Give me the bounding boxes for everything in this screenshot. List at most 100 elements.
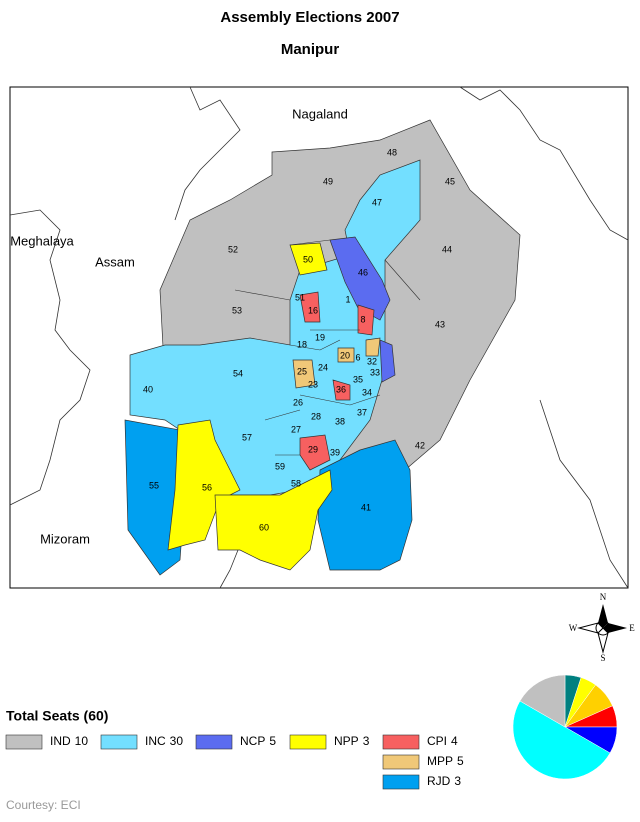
constituency-label: 36 (336, 384, 346, 394)
party-name: INC (145, 734, 166, 748)
npp-area (289, 242, 328, 276)
cpi-area (357, 304, 375, 336)
constituency-label: 54 (233, 368, 243, 378)
constituency-label: 34 (362, 387, 372, 397)
constituency-label: 55 (149, 480, 159, 490)
constituency-label: 45 (445, 176, 455, 186)
legend-swatch (382, 734, 420, 750)
state-border (459, 86, 629, 241)
pie-slice (512, 700, 611, 780)
cpi-area (332, 379, 351, 401)
ncp-area (379, 339, 396, 383)
rjd-area (317, 439, 413, 571)
party-seats: 5 (269, 734, 276, 748)
legend-swatch (100, 734, 138, 750)
constituency-label: 46 (358, 267, 368, 277)
legend-swatch (5, 734, 43, 750)
state-border (9, 209, 91, 506)
party-name: NPP (334, 734, 359, 748)
party-name: MPP (427, 754, 453, 768)
constituency-label: 56 (202, 482, 212, 492)
cpi-area (299, 291, 321, 323)
legend-label: NPP 3 (334, 734, 370, 748)
compass-n: N (600, 592, 607, 602)
constituency-label: 1 (345, 294, 350, 304)
constituency-label: 19 (315, 332, 325, 342)
legend-label: CPI 4 (427, 734, 458, 748)
region-label: Mizoram (40, 531, 90, 546)
constituency-label: 52 (228, 244, 238, 254)
constituency-label: 59 (275, 461, 285, 471)
mpp-area (337, 347, 355, 363)
party-seats: 4 (451, 734, 458, 748)
constituency-label: 29 (308, 444, 318, 454)
border (219, 399, 629, 589)
party-name: NCP (240, 734, 265, 748)
constituency-label: 16 (308, 305, 318, 315)
legend-swatch (382, 774, 420, 790)
mpp-area (365, 337, 381, 357)
title: Assembly Elections 2007 (220, 9, 399, 26)
subtitle: Manipur (281, 41, 339, 58)
constituency-label: 47 (372, 197, 382, 207)
constituency-label: 33 (370, 367, 380, 377)
constituency-label: 39 (330, 447, 340, 457)
constituency-label: 28 (311, 411, 321, 421)
compass-ring (595, 620, 611, 636)
legend-swatch (289, 734, 327, 750)
constituency-label: 35 (353, 374, 363, 384)
npp-area (214, 469, 333, 571)
constituency-label: 53 (232, 305, 242, 315)
constituency-border (234, 239, 421, 456)
region-label: Meghalaya (10, 233, 74, 248)
compass: N E S W (569, 592, 636, 663)
legend-swatch (195, 734, 233, 750)
legend-label: NCP 5 (240, 734, 276, 748)
compass-needle (598, 604, 608, 628)
constituency-label: 44 (442, 244, 452, 254)
constituency-label: 25 (297, 366, 307, 376)
constituency-label: 23 (308, 379, 318, 389)
party-seats: 10 (75, 734, 89, 748)
pie-chart (512, 674, 618, 780)
constituency-label: 18 (297, 339, 307, 349)
legend-title: Total Seats (60) (6, 708, 108, 724)
mpp-area (292, 359, 316, 389)
party-seats: 5 (457, 754, 464, 768)
constituency-label: 60 (259, 522, 269, 532)
constituency-label: 42 (415, 440, 425, 450)
legend-label: RJD 3 (427, 774, 461, 788)
compass-s: S (600, 653, 605, 663)
ncp-area (329, 236, 391, 321)
constituency-label: 51 (295, 292, 305, 302)
constituency-label: 58 (291, 478, 301, 488)
constituency-label: 48 (387, 147, 397, 157)
constituency-label: 32 (367, 356, 377, 366)
state-border (174, 86, 241, 221)
constituency-label: 57 (242, 432, 252, 442)
party-seats: 3 (454, 774, 461, 788)
compass-e: E (629, 623, 635, 633)
constituency-label: 8 (360, 314, 365, 324)
legend-label: INC 30 (145, 734, 183, 748)
party-seats: 3 (363, 734, 370, 748)
constituency-label: 24 (318, 362, 328, 372)
legend-swatch (382, 754, 420, 770)
party-seats: 30 (170, 734, 184, 748)
legend-label: MPP 5 (427, 754, 464, 768)
constituency-label: 26 (293, 397, 303, 407)
constituency-label: 6 (355, 352, 360, 362)
constituency-label: 38 (335, 416, 345, 426)
constituency-label: 43 (435, 319, 445, 329)
cpi-area (299, 434, 331, 471)
npp-area (167, 419, 241, 551)
constituency-label: 20 (340, 350, 350, 360)
constituency-label: 27 (291, 424, 301, 434)
map-labels: Nagaland Meghalaya Assam Mizoram 48 49 45 47 52 4… (10, 106, 455, 546)
constituency-label: 49 (323, 176, 333, 186)
party-name: CPI (427, 734, 447, 748)
constituency-label: 50 (303, 254, 313, 264)
